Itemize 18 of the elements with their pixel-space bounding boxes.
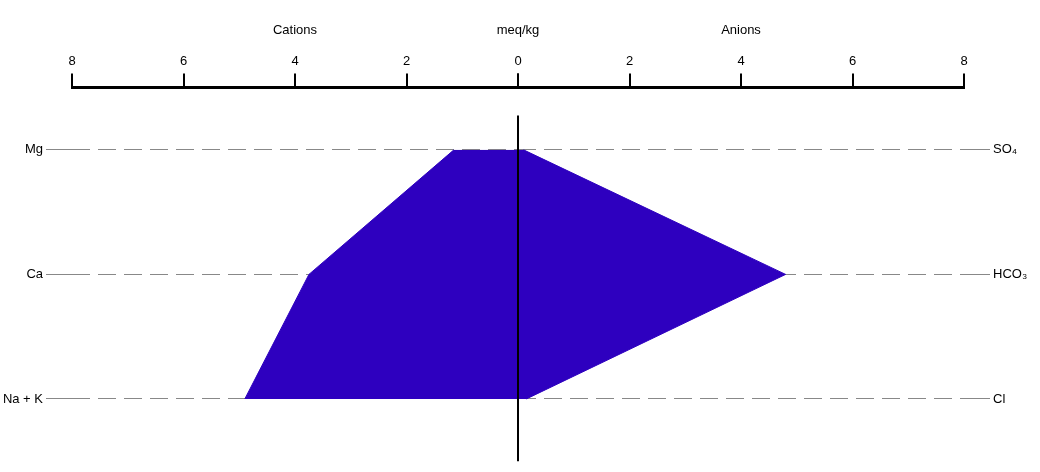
x-tick-label: 4 [291,53,299,69]
text: Anions [721,21,762,37]
x-tick-label: 2 [402,53,411,69]
y-tick-label: HCO₃ [993,265,1028,281]
y-tick-label: Mg [24,141,43,157]
x-tick-label: 6 [848,53,857,69]
text: Cations [272,21,318,37]
x-tick-label: 8 [960,53,968,69]
x-tick-label: 8 [68,53,76,69]
x-tick-label: 4 [737,53,745,69]
y-tick-label: Na + K [2,390,44,406]
x-axis-title: meq/kg [496,21,540,37]
y-tick-label: Ca [26,265,44,281]
x-tick-label: 6 [179,53,188,69]
y-tick-label: Cl [993,390,1006,406]
y-tick-label: SO₄ [993,141,1018,157]
x-tick-label: 2 [625,53,634,69]
x-tick-label: 0 [514,53,522,69]
